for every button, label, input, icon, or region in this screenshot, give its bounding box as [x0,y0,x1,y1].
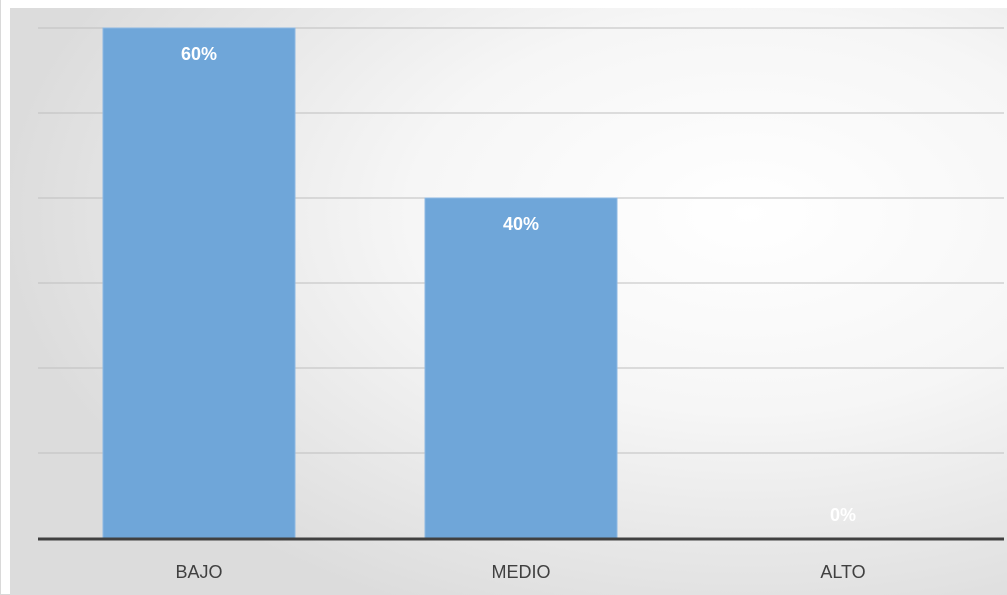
bars [102,27,618,539]
data-label-medio: 40% [503,214,539,234]
category-label-medio: MEDIO [491,562,550,582]
data-label-bajo: 60% [181,44,217,64]
data-label-alto: 0% [830,505,856,525]
category-label-alto: ALTO [820,562,865,582]
category-label-bajo: BAJO [175,562,222,582]
bar-bajo [102,27,296,539]
bar-medio [424,197,618,539]
data-labels: 60% 40% 0% [181,44,856,525]
category-labels: BAJO MEDIO ALTO [175,562,865,582]
